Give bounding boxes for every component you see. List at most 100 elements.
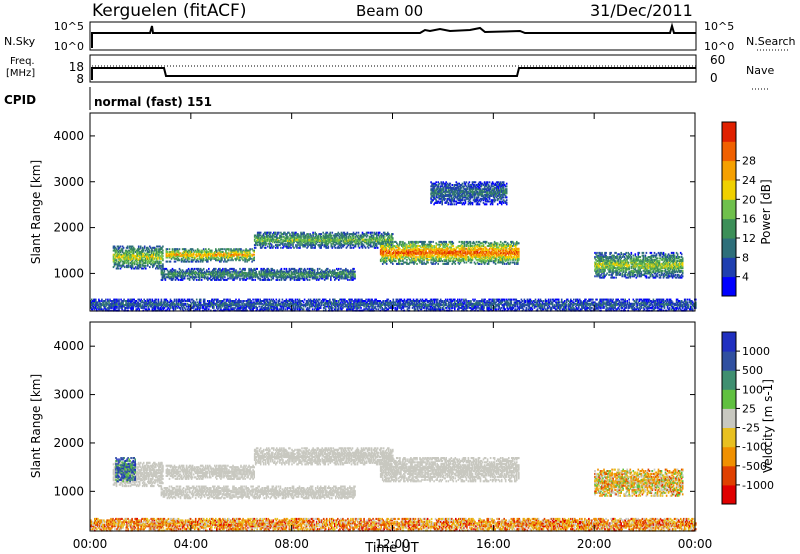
data-cell	[372, 234, 375, 237]
data-cell	[342, 244, 345, 247]
data-cell	[367, 241, 370, 244]
data-cell	[220, 252, 222, 255]
data-cell	[124, 252, 127, 255]
data-cell	[292, 245, 294, 248]
data-cell	[387, 256, 389, 258]
data-cell	[239, 249, 241, 252]
data-cell	[154, 262, 156, 264]
data-cell	[156, 252, 158, 255]
data-cell	[211, 255, 213, 258]
data-cell	[156, 255, 158, 258]
data-cell	[361, 231, 364, 234]
data-cell	[306, 241, 308, 244]
data-cell	[380, 242, 383, 245]
data-cell	[331, 245, 334, 248]
data-cell	[400, 260, 402, 263]
data-cell	[240, 248, 242, 251]
data-cell	[417, 256, 419, 258]
data-cell	[145, 257, 147, 260]
data-cell	[253, 238, 256, 241]
data-cell	[315, 233, 317, 236]
data-cell	[147, 263, 149, 266]
data-cell	[117, 260, 120, 263]
data-cell	[353, 240, 356, 242]
data-cell	[187, 249, 190, 252]
data-cell	[212, 256, 214, 259]
data-cell	[247, 253, 249, 256]
data-cell	[154, 260, 156, 263]
data-cell	[253, 259, 255, 262]
data-cell	[192, 256, 195, 259]
data-cell	[463, 240, 466, 243]
data-cell	[246, 259, 248, 262]
data-cell	[217, 259, 219, 262]
data-cell	[196, 249, 199, 252]
data-cell	[150, 246, 152, 249]
data-cell	[324, 234, 326, 237]
data-cell	[242, 249, 244, 252]
data-cell	[124, 257, 127, 260]
data-cell	[314, 245, 316, 248]
data-cell	[594, 275, 596, 278]
data-cell	[184, 256, 187, 259]
data-cell	[272, 233, 274, 236]
data-cell	[112, 257, 115, 260]
data-cell	[302, 238, 304, 241]
data-cell	[159, 262, 161, 264]
data-cell	[344, 241, 347, 244]
data-cell	[287, 242, 289, 245]
data-cell	[193, 257, 196, 260]
data-cell	[145, 264, 147, 267]
data-cell	[147, 257, 149, 260]
data-cell	[291, 231, 293, 234]
data-cell	[312, 238, 314, 241]
data-cell	[199, 260, 202, 263]
data-cell	[256, 240, 259, 242]
data-cell	[380, 240, 383, 242]
data-cell	[383, 257, 386, 260]
data-cell	[258, 233, 261, 236]
data-cell	[255, 240, 258, 242]
data-cell	[329, 238, 332, 241]
data-cell	[183, 251, 186, 253]
data-cell	[159, 256, 161, 259]
data-cell	[294, 231, 296, 234]
data-cell	[119, 259, 122, 262]
data-cell	[302, 240, 304, 242]
data-cell	[344, 242, 347, 245]
data-cell	[237, 249, 239, 252]
data-cell	[292, 231, 294, 234]
data-cell	[249, 257, 251, 260]
data-cell	[239, 267, 241, 270]
data-cell	[254, 244, 257, 247]
data-cell	[377, 241, 380, 244]
data-cell	[337, 241, 340, 244]
data-cell	[275, 240, 277, 242]
data-cell	[156, 264, 158, 267]
data-cell	[266, 240, 268, 242]
data-cell	[168, 252, 171, 255]
data-cell	[262, 240, 265, 242]
data-cell	[123, 259, 126, 262]
data-cell	[364, 241, 367, 244]
data-cell	[200, 249, 203, 252]
data-cell	[317, 234, 319, 237]
data-cell	[241, 252, 243, 255]
data-cell	[283, 240, 285, 242]
data-cell	[327, 246, 330, 249]
data-cell	[299, 240, 301, 242]
data-cell	[148, 260, 150, 263]
data-cell	[341, 233, 344, 236]
data-cell	[170, 252, 173, 255]
data-cell	[276, 244, 278, 247]
data-cell	[383, 238, 386, 241]
data-cell	[369, 241, 372, 244]
data-cell	[236, 252, 238, 255]
data-cell	[374, 240, 377, 242]
data-cell	[246, 253, 248, 256]
data-cell	[213, 252, 215, 255]
data-cell	[348, 234, 351, 237]
data-cell	[136, 251, 139, 253]
data-cell	[392, 233, 394, 236]
data-cell	[301, 238, 303, 241]
